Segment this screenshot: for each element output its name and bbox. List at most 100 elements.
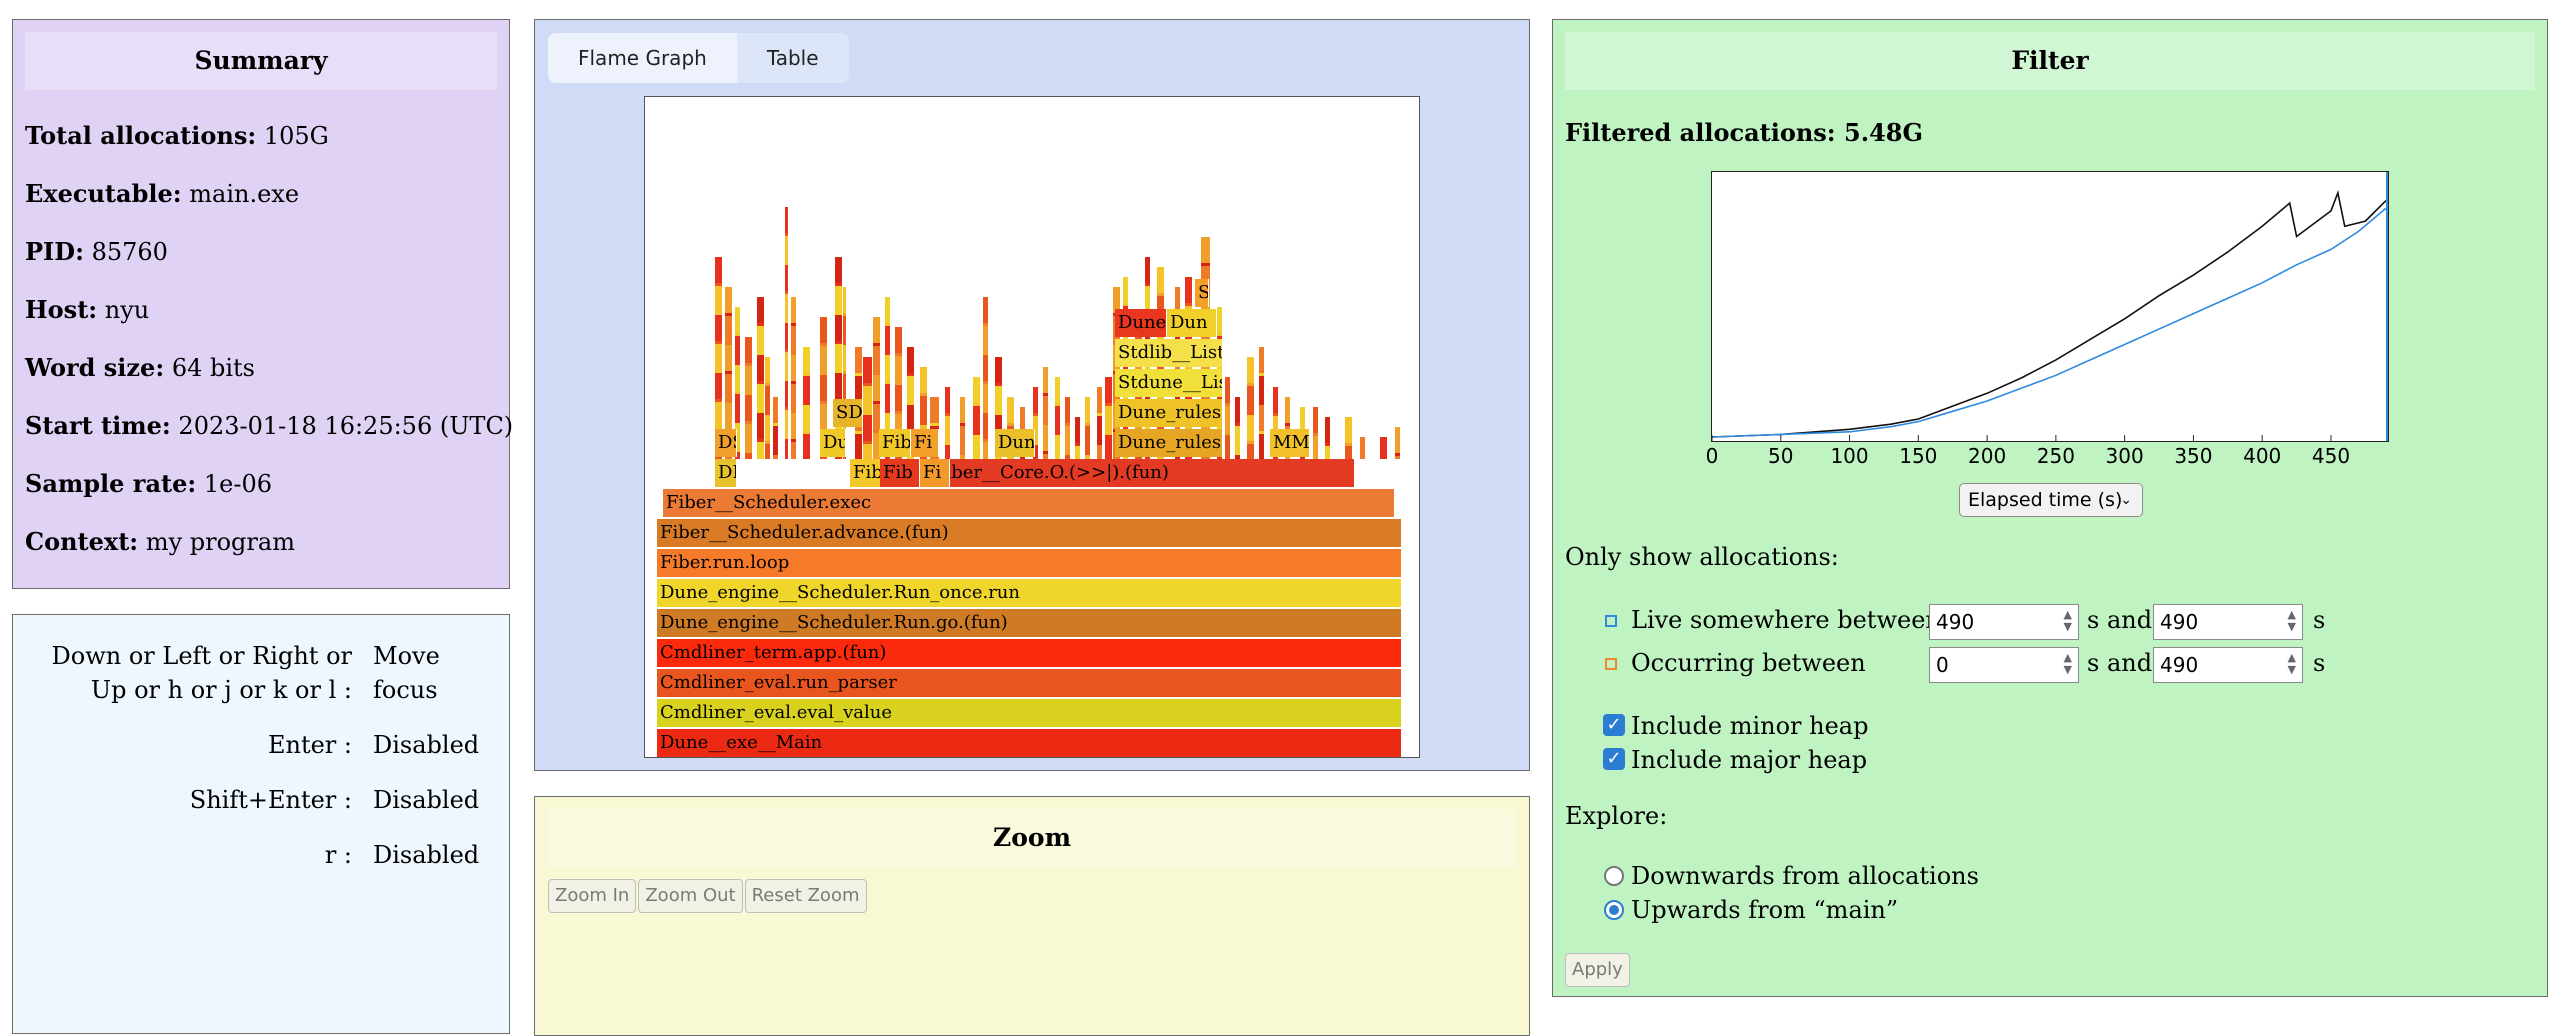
flame-frame[interactable]: Fiber__Scheduler.advance.(fun) xyxy=(657,519,1402,547)
major-heap-checkbox[interactable]: ✓ xyxy=(1603,748,1625,770)
flame-frame[interactable] xyxy=(725,287,733,459)
flame-frame[interactable]: Stdlib__List xyxy=(1115,339,1223,367)
flame-frame[interactable] xyxy=(1247,357,1255,459)
flame-frame[interactable]: Fi xyxy=(920,459,950,487)
flame-frame[interactable] xyxy=(1225,377,1231,459)
flame-frame[interactable]: Dune__exe__Main xyxy=(657,729,1402,757)
flame-graph[interactable]: Dune__exe__Main Cmdliner_eval.eval_value C… xyxy=(644,96,1420,758)
key-value: Disabled xyxy=(373,731,480,759)
flame-frame[interactable] xyxy=(885,297,891,459)
flame-frame[interactable]: Stdune__Lis xyxy=(1115,369,1223,397)
key-bindings-panel: Down or Left or Right or Up or h or j or… xyxy=(12,614,510,1034)
flame-frame[interactable] xyxy=(820,317,828,459)
flame-frame[interactable]: Dune_engine__Scheduler.Run.go.(fun) xyxy=(657,609,1402,637)
flame-frame[interactable] xyxy=(757,297,765,459)
flame-frame[interactable] xyxy=(983,297,989,459)
flame-frame[interactable]: Fib xyxy=(879,429,911,457)
flame-frame[interactable]: SD xyxy=(833,399,863,427)
flame-frame[interactable] xyxy=(773,397,779,459)
flame-frame[interactable] xyxy=(1313,407,1319,459)
flame-frame[interactable] xyxy=(1185,277,1193,459)
flame-frame[interactable] xyxy=(930,397,940,459)
flame-frame[interactable] xyxy=(1065,397,1071,459)
flame-frame[interactable]: Dune xyxy=(1115,309,1167,337)
flame-frame[interactable] xyxy=(1325,417,1331,459)
flame-frame[interactable] xyxy=(973,377,981,459)
flame-frame[interactable]: DS xyxy=(715,429,737,457)
flame-frame[interactable] xyxy=(1055,377,1061,459)
flame-frame[interactable]: Dune_engine__Scheduler.Run_once.run xyxy=(657,579,1402,607)
flame-frame[interactable] xyxy=(785,207,789,459)
flame-frame[interactable] xyxy=(745,337,753,459)
flame-frame[interactable] xyxy=(1380,437,1388,459)
flame-frame[interactable]: Du xyxy=(820,429,846,457)
flame-frame[interactable] xyxy=(1033,387,1039,459)
downwards-radio[interactable] xyxy=(1604,866,1624,886)
flame-frame[interactable]: Fiber__Scheduler.exec xyxy=(663,489,1395,517)
tab-table[interactable]: Table xyxy=(766,46,819,70)
flame-frame[interactable] xyxy=(1007,397,1015,459)
flame-frame[interactable] xyxy=(895,327,903,459)
flame-frame[interactable] xyxy=(1273,387,1279,459)
flame-frame[interactable]: Dune_rules xyxy=(1115,429,1223,457)
flame-frame[interactable] xyxy=(920,367,928,459)
row-value: nyu xyxy=(104,296,150,324)
flame-frame[interactable]: Fi xyxy=(911,429,939,457)
flame-frame[interactable] xyxy=(1097,387,1103,459)
flame-frame[interactable] xyxy=(1085,397,1091,459)
allocation-chart[interactable] xyxy=(1711,171,2389,442)
spinner-icon[interactable]: ▲ ▼ xyxy=(2063,608,2072,633)
flame-frame[interactable] xyxy=(1235,397,1241,459)
apply-button[interactable]: Apply xyxy=(1565,953,1630,987)
flame-frame[interactable] xyxy=(1105,377,1113,459)
upwards-radio[interactable] xyxy=(1604,900,1624,920)
flame-frame[interactable] xyxy=(960,397,966,459)
flame-frame[interactable]: Cmdliner_eval.eval_value xyxy=(657,699,1402,727)
flame-frame[interactable] xyxy=(1360,437,1366,459)
flame-frame[interactable] xyxy=(1075,417,1081,459)
spinner-icon[interactable]: ▲ ▼ xyxy=(2063,651,2072,676)
flame-frame[interactable] xyxy=(765,357,771,459)
flame-frame[interactable] xyxy=(1395,427,1401,459)
flame-frame[interactable] xyxy=(715,257,723,459)
flame-frame[interactable] xyxy=(1345,417,1353,459)
flame-frame[interactable]: Cmdliner_term.app.(fun) xyxy=(657,639,1402,667)
flame-frame[interactable] xyxy=(735,307,741,459)
flame-frame[interactable] xyxy=(1259,347,1265,459)
flame-frame[interactable] xyxy=(841,287,847,459)
flame-frame[interactable] xyxy=(803,347,811,459)
flame-frame[interactable] xyxy=(863,357,873,459)
flame-frame[interactable] xyxy=(791,297,797,459)
flame-frame[interactable] xyxy=(1123,277,1129,459)
flame-frame[interactable]: Dune_rules xyxy=(1115,399,1223,427)
occurring-to-input[interactable]: 490 ▲ ▼ xyxy=(2153,647,2303,683)
flame-frame[interactable]: Dun xyxy=(1167,309,1217,337)
flame-frame[interactable]: MM xyxy=(1270,429,1310,457)
zoom-out-button[interactable]: Zoom Out xyxy=(638,879,743,913)
flame-frame[interactable]: S xyxy=(1195,279,1209,307)
spinner-icon[interactable]: ▲ ▼ xyxy=(2287,651,2296,676)
live-from-input[interactable]: 490 ▲ ▼ xyxy=(1929,604,2079,640)
flame-frame[interactable] xyxy=(907,347,915,459)
flame-frame[interactable]: Fiber__Core.O.(>>|).(fun) xyxy=(930,459,1355,487)
flame-frame[interactable] xyxy=(945,387,951,459)
zoom-in-button[interactable]: Zoom In xyxy=(548,879,637,913)
flame-frame[interactable] xyxy=(835,257,843,459)
flame-frame[interactable]: Dun xyxy=(995,429,1035,457)
flame-frame[interactable]: Fiber.run.loop xyxy=(657,549,1402,577)
occurring-from-input[interactable]: 0 ▲ ▼ xyxy=(1929,647,2079,683)
minor-heap-checkbox[interactable]: ✓ xyxy=(1603,714,1625,736)
live-to-input[interactable]: 490 ▲ ▼ xyxy=(2153,604,2303,640)
flame-frame[interactable] xyxy=(1043,367,1049,459)
flame-frame[interactable] xyxy=(1285,397,1291,459)
flame-frame[interactable]: Fib xyxy=(880,459,920,487)
occurring-label: Occurring between xyxy=(1631,649,1866,677)
reset-zoom-button[interactable]: Reset Zoom xyxy=(744,879,867,913)
tab-flame-graph[interactable]: Flame Graph xyxy=(548,33,737,83)
spinner-icon[interactable]: ▲ ▼ xyxy=(2287,608,2296,633)
x-axis-select[interactable]: Elapsed time (s) ⌄ xyxy=(1959,483,2143,517)
flame-frame[interactable]: DD xyxy=(715,459,737,487)
flame-frame[interactable] xyxy=(995,357,1003,459)
flame-frame[interactable] xyxy=(873,317,881,459)
flame-frame[interactable]: Cmdliner_eval.run_parser xyxy=(657,669,1402,697)
